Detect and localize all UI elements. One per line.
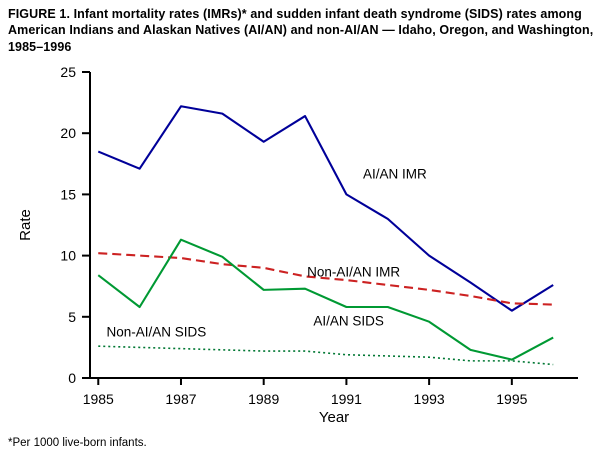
y-tick-label: 10 [60,248,76,264]
x-tick-label: 1995 [496,391,527,407]
series-line-non-ai-an-sids [98,345,554,366]
y-tick-label: 0 [68,370,76,386]
y-tick-label: 25 [60,64,76,80]
series-label: AI/AN SIDS [313,313,384,328]
y-tick-label: 15 [60,186,76,202]
x-tick-label: 1993 [414,391,445,407]
x-tick-label: 1987 [165,391,196,407]
series-line-non-ai-an-imr [98,252,554,306]
series-line-ai-an-sids [97,238,554,361]
x-tick-label: 1991 [331,391,362,407]
figure-title: FIGURE 1. Infant mortality rates (IMRs)*… [8,7,594,54]
series-label: Non-AI/AN IMR [307,264,400,279]
y-tick-label: 20 [60,125,76,141]
y-tick-label: 5 [68,309,76,325]
line-chart: 0 5 10 15 20 25 1985 1987 1989 1991 1993 1995 AI/AN … [17,64,578,426]
x-tick-label: 1985 [83,391,114,407]
y-axis-title: Rate [17,209,34,241]
figure-footnote: *Per 1000 live-born infants. [8,437,147,449]
x-axis-title: Year [319,409,349,426]
series-label: Non-AI/AN SIDS [107,324,207,339]
series-label: AI/AN IMR [363,166,427,181]
x-tick-label: 1989 [248,391,279,407]
series-line-ai-an-imr [97,105,554,312]
